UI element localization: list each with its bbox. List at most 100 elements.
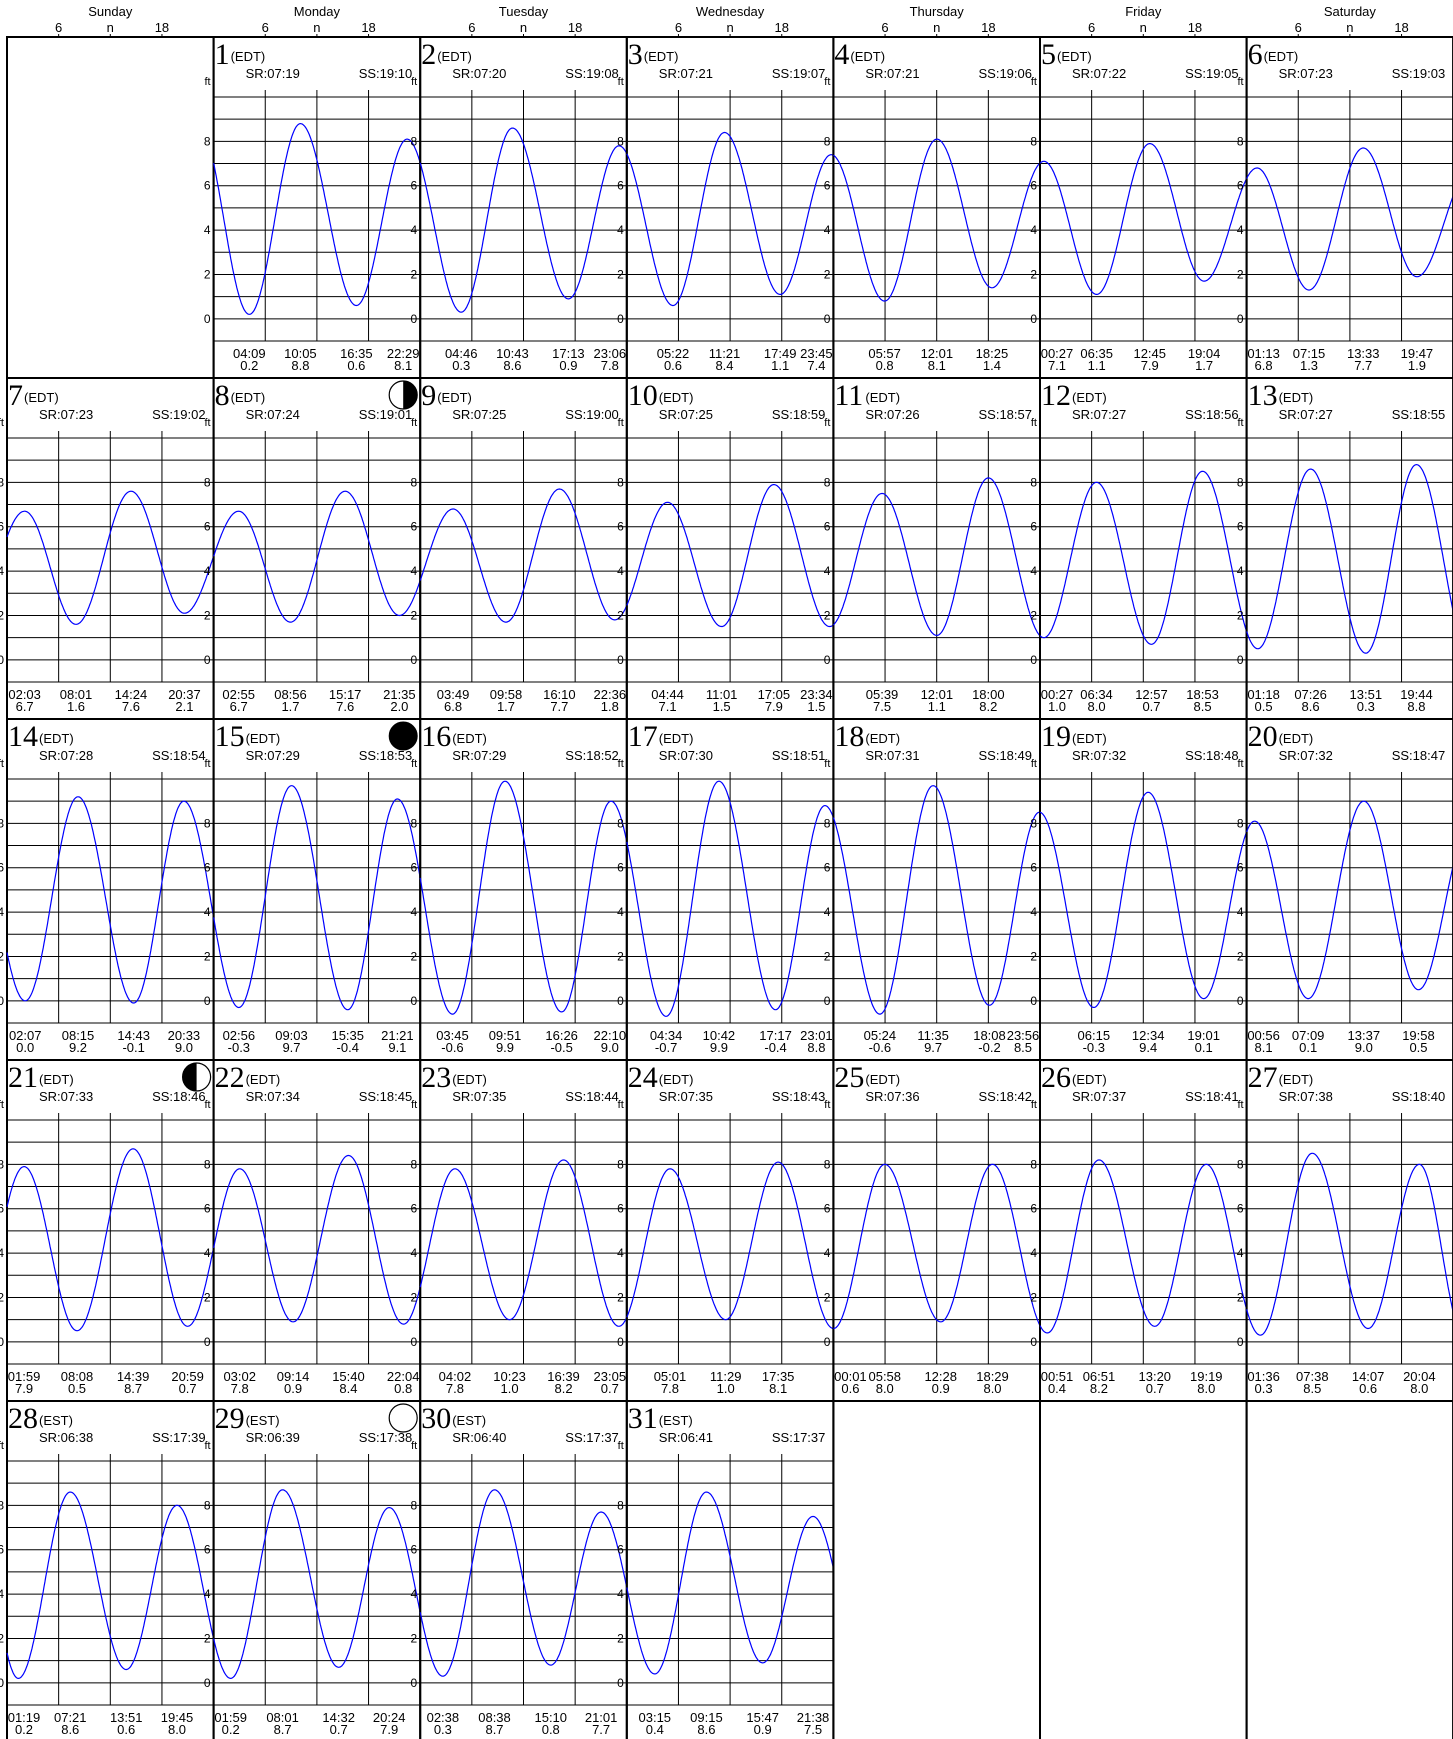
tide-event-time: 19:47 <box>1401 346 1434 361</box>
timezone-label: (EDT) <box>231 390 266 405</box>
y-axis: 0 2 4 6 8 ft <box>824 758 831 1008</box>
y-tick-label: 8 <box>204 1498 211 1512</box>
y-axis-unit: ft <box>1237 758 1243 770</box>
day-number: 30 <box>421 1402 451 1435</box>
tide-event-height: 0.2 <box>240 358 258 373</box>
y-tick-label: 0 <box>1030 653 1037 667</box>
hour-tick-label: n <box>726 20 733 35</box>
y-tick-label: 8 <box>411 475 418 489</box>
empty-day-cell <box>1245 1400 1453 1739</box>
tide-curve <box>626 1491 834 1675</box>
tide-event-time: 23:34 <box>800 687 833 702</box>
tide-event-time: 03:45 <box>436 1028 469 1043</box>
y-tick-label: 4 <box>0 905 4 919</box>
tide-event-time: 04:02 <box>439 1369 472 1384</box>
y-tick-label: 6 <box>0 1202 4 1216</box>
tide-event-time: 04:44 <box>651 687 684 702</box>
tide-event-height: 9.9 <box>496 1040 514 1055</box>
sunrise-time: SR:07:19 <box>246 66 300 81</box>
tide-event-time: 20:59 <box>171 1369 204 1384</box>
empty-day-cell <box>1039 1400 1248 1739</box>
sunset-time: SS:19:10 <box>359 66 413 81</box>
y-tick-label: 8 <box>204 134 211 148</box>
y-tick-label: 2 <box>1030 1290 1037 1304</box>
y-axis-unit: ft <box>1031 1099 1037 1111</box>
tide-event-height: 0.8 <box>394 1381 412 1396</box>
sunrise-time: SR:07:20 <box>452 66 506 81</box>
plot-grid <box>1246 90 1453 342</box>
tide-event-height: 7.9 <box>1141 358 1159 373</box>
moon-phase-full-icon <box>388 1403 418 1433</box>
y-axis-unit: ft <box>618 76 624 88</box>
tide-event-time: 02:07 <box>9 1028 42 1043</box>
sunset-time: SS:19:08 <box>565 66 619 81</box>
sunrise-time: SR:06:40 <box>452 1430 506 1445</box>
y-tick-label: 2 <box>0 1631 4 1645</box>
tide-event-height: 0.1 <box>1299 1040 1317 1055</box>
sunset-time: SS:18:55 <box>1392 407 1446 422</box>
moon-disc <box>388 721 418 751</box>
tide-event-height: 6.7 <box>16 699 34 714</box>
y-axis-unit: ft <box>618 1099 624 1111</box>
tide-event-time: 23:45 <box>800 346 833 361</box>
tide-event-time: 13:33 <box>1347 346 1380 361</box>
sunrise-time: SR:07:27 <box>1279 407 1333 422</box>
tide-event-time: 04:09 <box>233 346 266 361</box>
tide-event-time: 07:38 <box>1296 1369 1329 1384</box>
sunset-time: SS:17:37 <box>772 1430 826 1445</box>
tide-event-time: 10:42 <box>703 1028 736 1043</box>
sunset-time: SS:19:01 <box>359 407 413 422</box>
plot-grid <box>833 90 1040 342</box>
day-number: 16 <box>421 720 451 753</box>
tide-event-height: 8.4 <box>339 1381 357 1396</box>
y-tick-label: 4 <box>1237 223 1244 237</box>
timezone-label: (EDT) <box>452 731 487 746</box>
y-tick-label: 0 <box>204 994 211 1008</box>
y-tick-label: 6 <box>1237 1202 1244 1216</box>
tide-event-height: 8.6 <box>61 1722 79 1737</box>
tide-curve <box>1039 143 1248 295</box>
tide-event-height: 0.9 <box>284 1381 302 1396</box>
y-axis: 0 2 4 6 8 ft <box>0 1099 4 1349</box>
tide-curve <box>419 1489 628 1677</box>
y-axis-unit: ft <box>824 417 830 429</box>
timezone-label: (EDT) <box>1264 49 1299 64</box>
sunset-time: SS:19:07 <box>772 66 826 81</box>
tide-event-height: 7.1 <box>1048 358 1066 373</box>
y-axis-unit: ft <box>618 758 624 770</box>
day-cell: 02468ft14(EDT)SR:07:28SS:18:5402:070.008… <box>0 718 215 1061</box>
tide-event-time: 14:32 <box>322 1710 355 1725</box>
tide-event-height: 7.6 <box>336 699 354 714</box>
y-tick-label: 6 <box>824 861 831 875</box>
tide-event-time: 02:38 <box>427 1710 460 1725</box>
y-tick-label: 4 <box>411 1587 418 1601</box>
y-tick-label: 8 <box>204 816 211 830</box>
tide-event-time: 19:58 <box>1402 1028 1435 1043</box>
sunrise-time: SR:07:29 <box>246 748 300 763</box>
tide-event-time: 18:00 <box>972 687 1005 702</box>
y-tick-label: 8 <box>204 475 211 489</box>
y-tick-label: 2 <box>204 949 211 963</box>
day-cell-border <box>832 1400 1042 1739</box>
timezone-label: (EST) <box>452 1413 486 1428</box>
timezone-label: (EDT) <box>1072 1072 1107 1087</box>
tide-event-time: 05:24 <box>864 1028 897 1043</box>
tide-event-height: 9.1 <box>388 1040 406 1055</box>
plot-grid <box>420 431 627 683</box>
y-tick-label: 8 <box>617 134 624 148</box>
y-tick-label: 4 <box>1237 1246 1244 1260</box>
sunrise-time: SR:07:21 <box>659 66 713 81</box>
tide-event-height: 8.7 <box>485 1722 503 1737</box>
tide-event-time: 15:35 <box>331 1028 364 1043</box>
day-cell-border <box>6 36 215 379</box>
y-tick-label: 2 <box>617 608 624 622</box>
hour-tick-label: 6 <box>1295 20 1302 35</box>
timezone-label: (EDT) <box>865 390 900 405</box>
plot-grid <box>213 1454 421 1706</box>
sunset-time: SS:18:51 <box>772 748 826 763</box>
tide-curve <box>213 490 421 623</box>
y-tick-label: 8 <box>411 816 418 830</box>
